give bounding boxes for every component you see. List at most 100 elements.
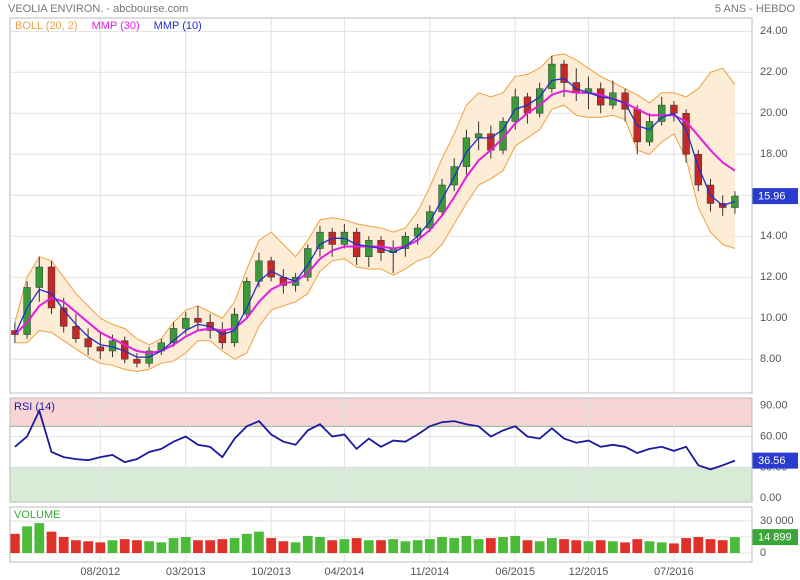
legend-label: MMP (10)	[154, 20, 202, 32]
candle-body	[182, 317, 190, 329]
volume-bar	[254, 531, 264, 554]
volume-bar	[22, 526, 32, 554]
bollinger-lower	[14, 104, 736, 373]
volume-bar	[168, 538, 179, 554]
volume-bar	[302, 535, 313, 554]
legend-label: BOLL (20, 2)	[15, 20, 78, 32]
volume-bar	[241, 533, 252, 554]
pane	[10, 398, 752, 502]
volume-bar	[156, 542, 167, 554]
volume-bar	[95, 542, 106, 554]
volume-bar	[559, 539, 569, 554]
candle-body	[645, 121, 654, 143]
candle-body	[35, 266, 43, 288]
candle-body	[194, 317, 202, 323]
volume-bar	[119, 539, 130, 554]
candle-body	[243, 281, 251, 315]
volume-bar	[144, 541, 155, 554]
volume-bar	[522, 540, 533, 554]
y-tick-label: 12.00	[760, 271, 788, 283]
candle-body	[267, 260, 275, 278]
volume-bar	[351, 538, 362, 554]
y-tick-label: 30 000	[760, 515, 794, 527]
x-tick-label: 04/2014	[325, 566, 365, 578]
volume-bar	[534, 541, 545, 554]
candle-body	[426, 211, 434, 229]
legend-label: MMP (30)	[92, 20, 140, 32]
volume-bar	[229, 538, 240, 554]
volume-bar	[290, 542, 301, 554]
y-tick-label: 14.00	[760, 230, 788, 242]
candle-body	[47, 266, 56, 309]
candle-body	[133, 358, 141, 364]
volume-bar	[107, 540, 118, 554]
y-tick-label: 0	[760, 547, 766, 559]
volume-bar	[363, 540, 374, 554]
x-tick-label: 06/2015	[495, 566, 535, 578]
volume-bar	[46, 531, 57, 554]
volume-bar	[473, 539, 484, 554]
pane-bg	[10, 507, 752, 562]
volume-bar	[730, 537, 740, 554]
x-tick-label: 08/2012	[80, 566, 120, 578]
y-tick-label: 22.00	[760, 66, 788, 78]
volume-bar	[693, 537, 704, 554]
x-tick-label: 12/2015	[569, 566, 609, 578]
volume-bar	[193, 540, 203, 554]
y-tick-label: 24.00	[760, 25, 788, 37]
bollinger-upper	[14, 53, 736, 346]
volume-bar	[376, 540, 386, 554]
volume-bar	[705, 539, 716, 554]
volume-bar	[217, 539, 228, 554]
volume-bar	[58, 537, 69, 554]
pane	[10, 18, 752, 393]
y-tick-label: 20.00	[760, 107, 788, 119]
volume-bar	[620, 542, 630, 554]
candle-body	[694, 154, 702, 186]
volume-bar	[717, 540, 728, 554]
volume-bar	[34, 523, 45, 554]
volume-bar	[595, 540, 606, 554]
period-label: 5 ANS - HEBDO	[715, 3, 796, 15]
volume-bar	[485, 538, 496, 554]
volume-bar	[83, 541, 93, 554]
volume-bar	[388, 539, 399, 554]
y-tick-label: 0.00	[760, 492, 781, 504]
volume-bar	[498, 537, 508, 554]
candle-body	[304, 248, 312, 278]
candle-body	[169, 328, 178, 344]
candle-body	[413, 227, 422, 237]
volume-bar	[571, 540, 582, 554]
volume-bar	[266, 538, 277, 554]
volume-bar	[424, 539, 435, 554]
candle-body	[535, 88, 544, 114]
volume-bar	[681, 538, 691, 554]
candle-body	[60, 307, 68, 327]
y-tick-label: 18.00	[760, 148, 788, 160]
candle-body	[23, 287, 31, 335]
last-value-tag	[752, 452, 798, 469]
last-value-label: 36.56	[758, 455, 786, 467]
last-value-label: 14 899	[758, 532, 792, 544]
volume-bar	[412, 540, 423, 554]
volume-bar	[400, 541, 411, 554]
volume-bar	[132, 540, 142, 554]
volume-bar	[669, 543, 679, 554]
candle-body	[72, 326, 80, 339]
volume-bar	[205, 540, 216, 554]
candle-body	[572, 82, 580, 94]
pane-label: VOLUME	[14, 509, 60, 521]
candle-body	[255, 260, 263, 282]
rsi-line	[14, 408, 736, 471]
x-tick-label: 10/2013	[251, 566, 291, 578]
y-tick-label: 90.00	[760, 400, 788, 412]
volume-bar	[461, 535, 472, 554]
candle-body	[96, 346, 104, 352]
pane-label: RSI (14)	[14, 401, 55, 413]
y-tick-label: 8.00	[760, 353, 781, 365]
volume-bar	[10, 533, 20, 554]
candle-body	[548, 63, 556, 89]
y-tick-label: 60.00	[760, 430, 788, 442]
